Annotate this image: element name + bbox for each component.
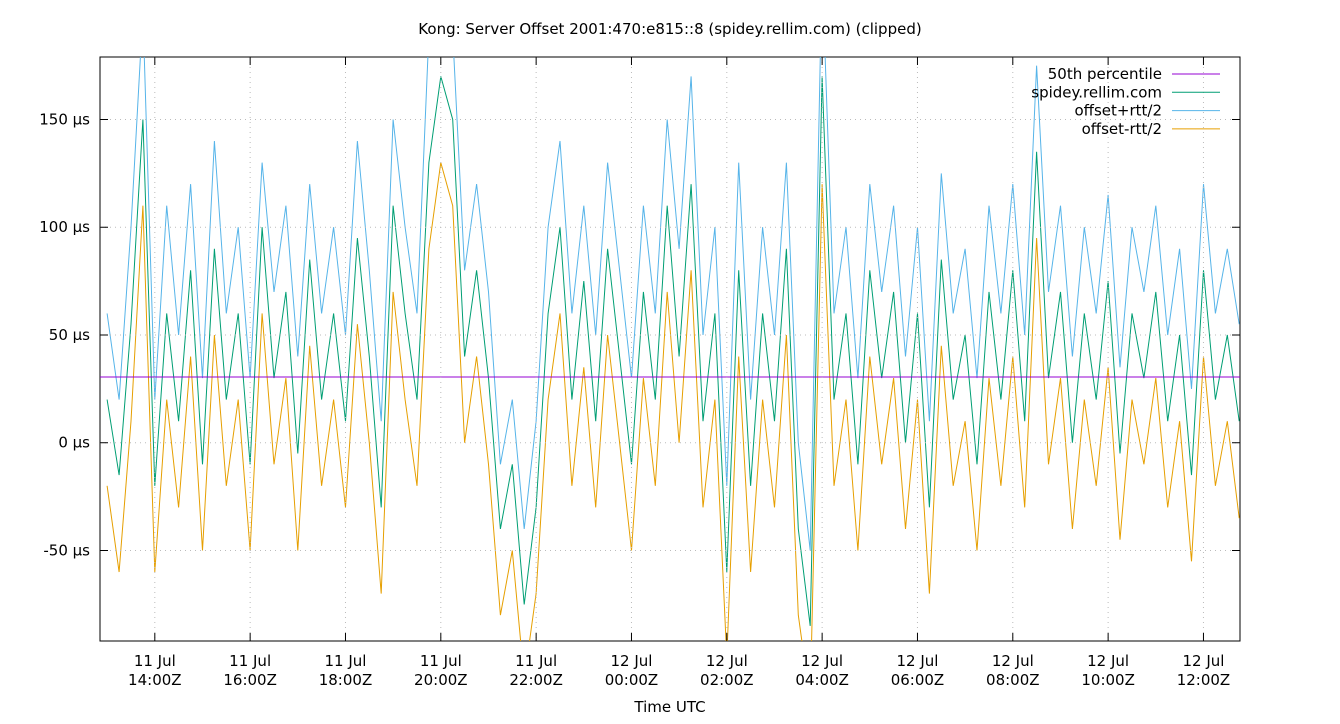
x-tick-label: 12 Jul [1087, 652, 1129, 670]
y-tick-label: 0 µs [58, 434, 90, 452]
series-line [106, 57, 1240, 551]
x-axis-label: Time UTC [633, 698, 705, 716]
legend-label: offset+rtt/2 [1074, 102, 1162, 120]
x-tick-label: 12 Jul [992, 652, 1034, 670]
y-tick-label: 50 µs [49, 326, 90, 344]
x-tick-label: 12 Jul [610, 652, 652, 670]
x-tick-label: 16:00Z [223, 671, 277, 689]
x-tick-label: 10:00Z [1081, 671, 1135, 689]
x-tick-label: 11 Jul [515, 652, 557, 670]
x-tick-label: 00:00Z [605, 671, 659, 689]
legend-label: 50th percentile [1048, 65, 1162, 83]
x-tick-label: 14:00Z [128, 671, 182, 689]
x-tick-label: 12 Jul [896, 652, 938, 670]
x-tick-label: 20:00Z [414, 671, 468, 689]
legend-label: offset-rtt/2 [1082, 120, 1162, 138]
plot-area [100, 57, 1240, 641]
x-tick-label: 18:00Z [319, 671, 373, 689]
x-tick-label: 08:00Z [986, 671, 1040, 689]
y-tick-label: 100 µs [39, 218, 90, 236]
legend-label: spidey.rellim.com [1031, 83, 1162, 101]
y-tick-label: -50 µs [43, 541, 90, 559]
x-tick-label: 12 Jul [801, 652, 843, 670]
x-tick-label: 11 Jul [134, 652, 176, 670]
series-line [106, 162, 1240, 641]
x-tick-label: 06:00Z [891, 671, 945, 689]
x-tick-label: 02:00Z [700, 671, 754, 689]
x-tick-label: 04:00Z [795, 671, 849, 689]
x-tick-label: 12 Jul [1182, 652, 1224, 670]
plot-frame [99, 56, 1241, 642]
x-tick-label: 11 Jul [325, 652, 367, 670]
x-tick-label: 22:00Z [509, 671, 563, 689]
chart-title: Kong: Server Offset 2001:470:e815::8 (sp… [418, 20, 921, 38]
x-tick-label: 12 Jul [706, 652, 748, 670]
x-tick-label: 11 Jul [420, 652, 462, 670]
x-tick-label: 11 Jul [229, 652, 271, 670]
y-tick-label: 150 µs [39, 110, 90, 128]
x-tick-label: 12:00Z [1177, 671, 1231, 689]
series-line [106, 76, 1240, 626]
